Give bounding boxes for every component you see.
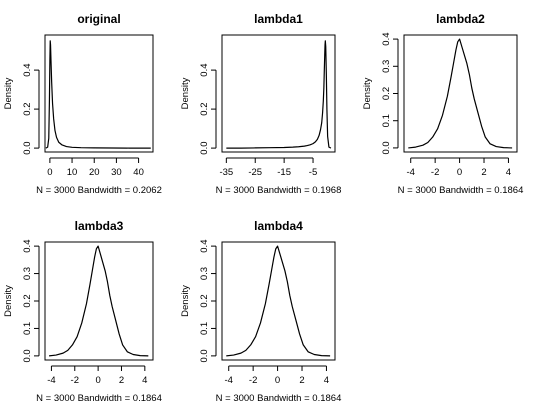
x-tick-label: 4 xyxy=(142,375,147,386)
x-tick-label: -2 xyxy=(71,375,79,386)
y-tick-label: 0.2 xyxy=(199,102,210,115)
y-tick-label: 0.0 xyxy=(199,349,210,362)
y-tick-label: 0.0 xyxy=(22,349,33,362)
y-tick-label: 0.1 xyxy=(199,322,210,335)
x-tick-label: -4 xyxy=(224,375,232,386)
x-tick-label: 4 xyxy=(324,375,329,386)
panel-lambda4: lambda4 -4 -2 0 2 4 N = 3000 Bandwidth = 0.186… xyxy=(180,219,341,404)
x-tick-label: -2 xyxy=(249,375,257,386)
y-tick-label: 0.3 xyxy=(381,60,392,73)
x-tick-label: -4 xyxy=(406,167,414,178)
y-tick-label: 0.0 xyxy=(199,141,210,154)
plot-frame xyxy=(44,34,154,153)
x-tick-label: 0 xyxy=(95,375,100,386)
plot-frame xyxy=(221,34,336,153)
plot-frame xyxy=(221,241,336,361)
y-tick-label: 0.4 xyxy=(22,240,33,253)
x-tick-label: -25 xyxy=(248,167,262,178)
chart-title: lambda4 xyxy=(254,219,303,233)
x-axis-label: N = 3000 Bandwidth = 0.1864 xyxy=(398,185,524,196)
y-tick-label: 0.2 xyxy=(22,294,33,307)
y-tick-label: 0.3 xyxy=(22,267,33,280)
panel-lambda3: lambda3 -4 -2 0 2 4 N = 3000 Bandwidth = 0.186… xyxy=(3,219,162,404)
y-tick-label: 0.0 xyxy=(22,141,33,154)
y-tick-label: 0.4 xyxy=(381,32,392,45)
y-tick-label: 0.1 xyxy=(381,114,392,127)
x-tick-label: 10 xyxy=(67,167,78,178)
y-axis-label: Density xyxy=(180,285,191,317)
panel-lambda2: lambda2 -4 -2 0 2 4 N = 3000 Bandwidth = 0.186… xyxy=(362,12,523,196)
x-tick-label: -35 xyxy=(219,167,233,178)
x-axis-label: N = 3000 Bandwidth = 0.1864 xyxy=(36,393,162,404)
x-tick-label: 30 xyxy=(111,167,122,178)
chart-title: lambda1 xyxy=(254,12,303,26)
density-curve xyxy=(408,38,513,149)
y-tick-label: 0.2 xyxy=(22,102,33,115)
y-axis-label: Density xyxy=(3,285,14,317)
density-curve xyxy=(226,40,332,149)
density-curve xyxy=(49,245,149,357)
x-tick-label: 40 xyxy=(133,167,144,178)
y-axis-label: Density xyxy=(362,77,373,109)
y-axis-label: Density xyxy=(180,77,191,109)
x-tick-label: 20 xyxy=(89,167,100,178)
density-curve xyxy=(226,245,331,357)
x-axis-label: N = 3000 Bandwidth = 0.1864 xyxy=(216,393,342,404)
plot-frame xyxy=(403,34,518,153)
x-tick-label: -15 xyxy=(277,167,291,178)
x-tick-label: 0 xyxy=(275,375,280,386)
y-tick-label: 0.2 xyxy=(381,87,392,100)
y-tick-label: 0.4 xyxy=(199,240,210,253)
chart-title: lambda3 xyxy=(75,219,124,233)
panel-lambda1: lambda1 -35 -25 -15 -5 N = 3000 Bandwidth = 0… xyxy=(180,12,341,196)
density-curve xyxy=(45,40,151,149)
y-tick-label: 0.2 xyxy=(199,294,210,307)
panel-original: original 0 10 20 30 40 N = 3000 Bandwidth = 0.… xyxy=(3,12,162,196)
y-tick-label: 0.0 xyxy=(381,141,392,154)
y-tick-label: 0.3 xyxy=(199,267,210,280)
chart-title: original xyxy=(77,12,120,26)
x-axis-label: N = 3000 Bandwidth = 0.1968 xyxy=(216,185,342,196)
x-tick-label: 0 xyxy=(457,167,462,178)
y-axis-label: Density xyxy=(3,77,14,109)
y-tick-label: 0.4 xyxy=(199,63,210,76)
x-tick-label: -4 xyxy=(47,375,55,386)
x-tick-label: -5 xyxy=(309,167,317,178)
x-tick-label: -2 xyxy=(431,167,439,178)
x-tick-label: 2 xyxy=(299,375,304,386)
x-tick-label: 2 xyxy=(119,375,124,386)
y-tick-label: 0.4 xyxy=(22,63,33,76)
x-tick-label: 2 xyxy=(481,167,486,178)
x-tick-label: 0 xyxy=(47,167,52,178)
x-tick-label: 4 xyxy=(506,167,511,178)
plot-frame xyxy=(44,241,154,361)
x-axis-label: N = 3000 Bandwidth = 0.2062 xyxy=(36,185,162,196)
chart-title: lambda2 xyxy=(436,12,485,26)
y-tick-label: 0.1 xyxy=(22,322,33,335)
